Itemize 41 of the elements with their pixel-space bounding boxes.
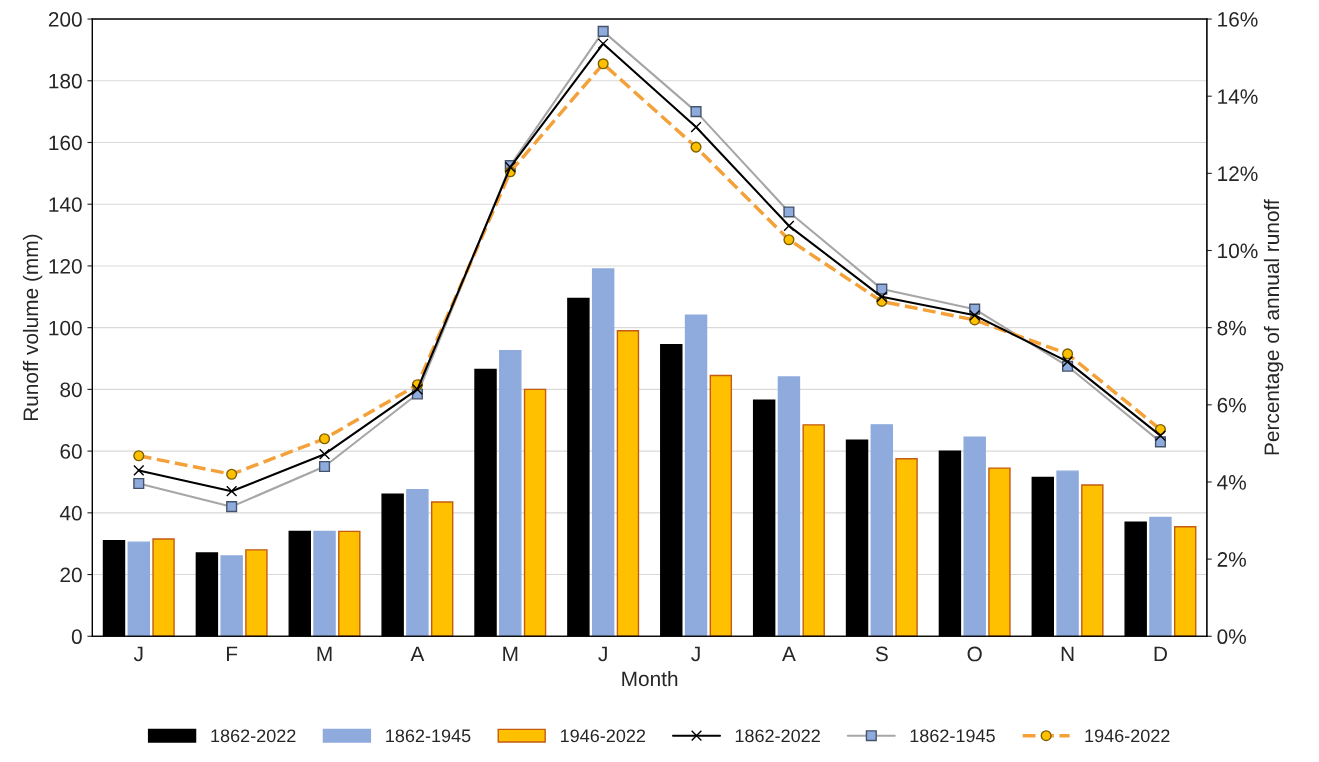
y-tick-label: 80 (60, 382, 82, 398)
y2-tick-label: 10% (1218, 243, 1258, 259)
x-tick-label: J (691, 646, 700, 662)
legend-label: 1862-2022 (735, 729, 820, 743)
x-tick-label: A (782, 646, 796, 662)
y-tick-label: 0 (71, 629, 82, 645)
y-axis-title: Runoff volume (mm) (22, 234, 43, 421)
y2-tick-label: 0% (1217, 629, 1246, 645)
y2-tick-label: 4% (1217, 475, 1246, 490)
y-tick-label: 20 (60, 567, 82, 583)
legend-label: 1862-1945 (910, 729, 995, 743)
y-tick-label: 140 (49, 197, 82, 212)
y-tick-label: 120 (49, 258, 82, 274)
x-axis-title: Month (622, 670, 678, 687)
y2-tick-label: 6% (1217, 397, 1246, 413)
y-tick-label: 100 (49, 320, 82, 336)
x-tick-label: M (503, 646, 518, 662)
y2-tick-label: 14% (1218, 89, 1258, 104)
legend-label: 1946-2022 (561, 729, 646, 743)
y-tick-label: 60 (60, 444, 82, 459)
y-tick-label: 160 (49, 135, 82, 151)
legend-label: 1946-2022 (1085, 729, 1170, 743)
x-tick-label: F (227, 646, 238, 662)
y2-tick-label: 16% (1218, 12, 1258, 27)
legend-label: 1862-2022 (211, 729, 296, 743)
legend-label: 1862-1945 (386, 729, 471, 743)
y-tick-label: 40 (59, 505, 82, 521)
y2-tick-label: 2% (1217, 552, 1246, 567)
y2-axis-title: Percentage of annual runoff (1263, 199, 1284, 455)
x-tick-label: M (317, 646, 332, 662)
x-tick-label: J (598, 646, 607, 662)
x-tick-label: S (875, 646, 888, 662)
x-tick-label: N (1061, 646, 1074, 662)
x-tick-label: O (967, 646, 982, 662)
y-tick-label: 200 (48, 12, 82, 27)
y2-tick-label: 8% (1217, 320, 1246, 336)
y-tick-label: 180 (49, 73, 82, 89)
x-tick-label: J (133, 646, 143, 662)
y2-tick-label: 12% (1218, 166, 1258, 182)
x-tick-label: D (1154, 646, 1167, 662)
x-tick-label: A (410, 646, 425, 662)
